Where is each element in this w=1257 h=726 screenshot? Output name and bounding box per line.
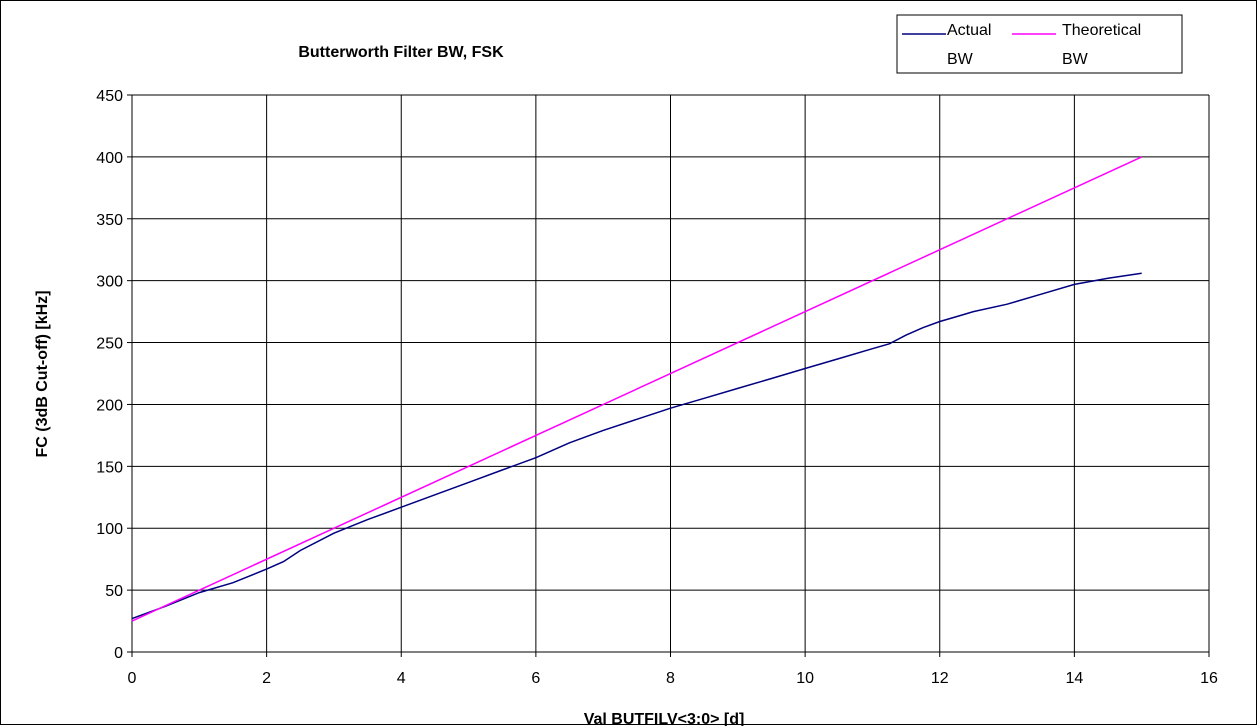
y-tick-label: 150: [96, 459, 123, 476]
y-tick-label: 250: [96, 336, 123, 353]
y-tick-label: 350: [96, 212, 123, 229]
x-tick-label: 6: [531, 670, 540, 687]
chart-title: Butterworth Filter BW, FSK: [298, 44, 504, 61]
y-axis-title: FC (3dB Cut-off) [kHz]: [34, 290, 51, 457]
y-tick-label: 50: [105, 583, 123, 600]
x-tick-label: 8: [666, 670, 675, 687]
legend-label-theoretical-line1: Theoretical: [1062, 22, 1141, 39]
x-axis-title: Val BUTFILV<3:0> [d]: [584, 711, 745, 726]
grid: [132, 94, 1210, 652]
series-group: [131, 156, 1143, 622]
x-tick-label: 16: [1200, 670, 1218, 687]
x-axis-ticks: 0 2 4 6 8 10 12 14 16: [128, 652, 1218, 687]
y-tick-label: 0: [114, 645, 123, 662]
series-line-actual-bw: [131, 272, 1142, 620]
legend: Actual BW Theoretical BW: [896, 14, 1183, 74]
series-line-theoretical-bw: [131, 156, 1143, 622]
y-tick-label: 100: [96, 521, 123, 538]
x-tick-label: 4: [397, 670, 406, 687]
legend-box: [896, 14, 1183, 74]
legend-label-actual-line1: Actual: [947, 22, 991, 39]
y-tick-label: 200: [96, 397, 123, 414]
x-tick-label: 0: [128, 670, 137, 687]
x-tick-label: 12: [931, 670, 949, 687]
legend-label-theoretical-line2: BW: [1062, 51, 1089, 68]
y-tick-label: 450: [96, 88, 123, 105]
y-tick-label: 400: [96, 150, 123, 167]
x-tick-label: 2: [262, 670, 271, 687]
legend-label-actual-line2: BW: [947, 51, 974, 68]
y-tick-label: 300: [96, 274, 123, 291]
y-axis-ticks: 0 50 100 150 200 250 300 350 400 450: [96, 88, 132, 662]
x-tick-label: 14: [1065, 670, 1083, 687]
x-tick-label: 10: [796, 670, 814, 687]
